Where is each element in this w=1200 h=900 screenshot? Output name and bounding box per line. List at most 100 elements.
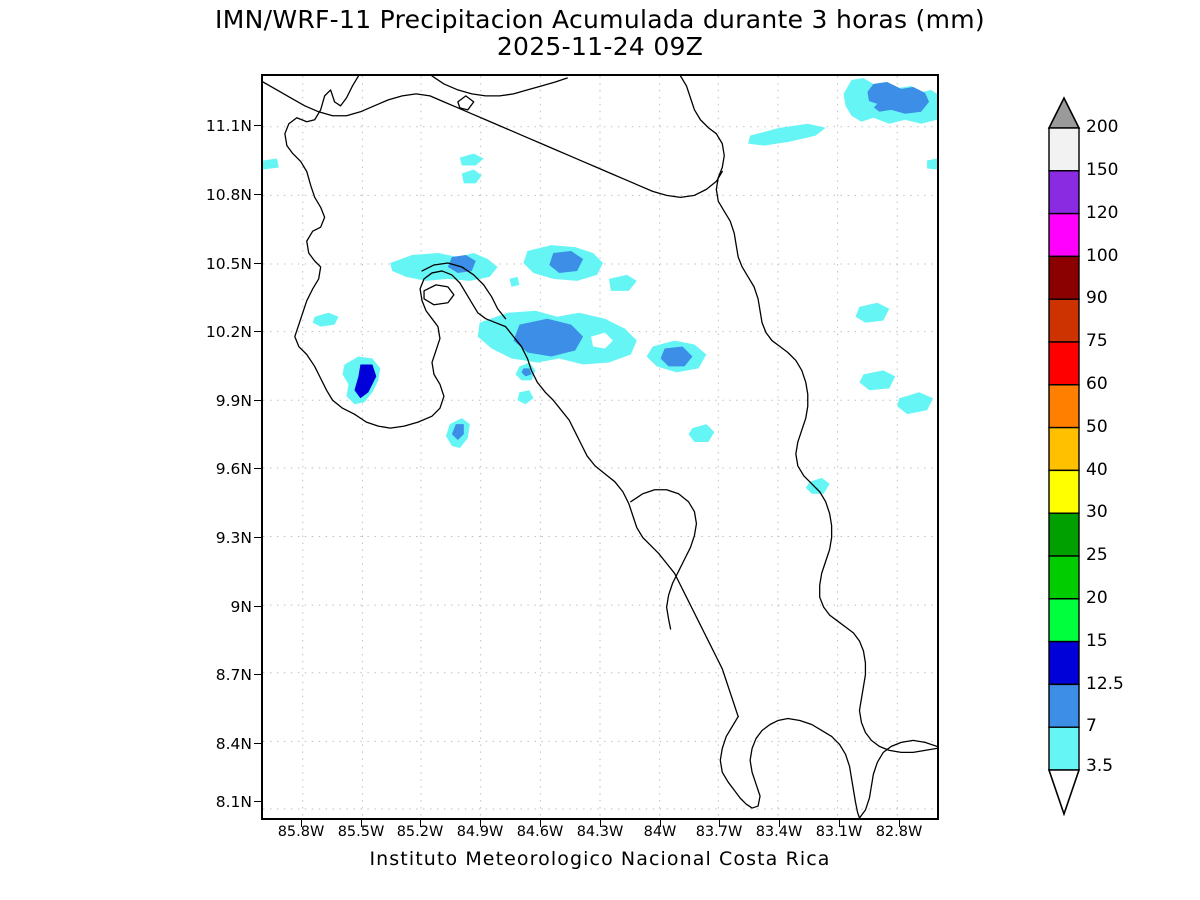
lake-nicaragua-edge xyxy=(431,76,568,97)
y-tick-mark xyxy=(254,537,262,538)
x-tick-mark xyxy=(719,820,720,827)
x-tick-label: 84.6W xyxy=(516,824,564,840)
border-north xyxy=(263,81,723,198)
y-tick-mark xyxy=(254,125,262,126)
x-tick-mark xyxy=(839,820,840,827)
coastline-caribbean xyxy=(679,76,937,754)
colorbar-band xyxy=(1048,598,1080,643)
precip-patch xyxy=(390,253,498,281)
y-tick-mark xyxy=(254,331,262,332)
precip-patch xyxy=(461,169,482,184)
precip-patch xyxy=(513,318,584,357)
y-tick-label: 8.4N xyxy=(215,735,252,753)
colorbar-tick-label: 30 xyxy=(1086,502,1108,522)
precip-patch xyxy=(927,158,937,170)
x-tick-mark xyxy=(480,820,481,827)
x-tick-label: 83.7W xyxy=(695,824,743,840)
precip-patch xyxy=(509,276,520,287)
x-tick-label: 83.4W xyxy=(755,824,803,840)
colorbar-band xyxy=(1048,341,1080,386)
precip-patch xyxy=(549,251,584,273)
x-tick-label: 84.9W xyxy=(456,824,504,840)
coastline-osa xyxy=(719,715,861,818)
gridlines xyxy=(263,76,937,818)
colorbar-extend-low xyxy=(1047,769,1081,817)
coastline-pacific-north xyxy=(284,76,360,415)
colorbar-canvas xyxy=(1047,96,1081,817)
colorbar-tick-label: 3.5 xyxy=(1086,756,1114,776)
precipitation-contours xyxy=(263,77,937,494)
precip-patch xyxy=(855,302,890,323)
precip-patch xyxy=(849,99,878,114)
y-tick-label: 11.1N xyxy=(205,117,252,135)
precip-patch xyxy=(867,81,930,114)
colorbar-band xyxy=(1048,683,1080,728)
y-tick-label: 8.7N xyxy=(215,666,252,684)
colorbar-tick-label: 150 xyxy=(1086,160,1119,180)
chart-title-block: IMN/WRF-11 Precipitacion Acumulada duran… xyxy=(0,6,1200,60)
y-tick-label: 10.8N xyxy=(205,186,252,204)
x-tick-mark xyxy=(301,820,302,827)
colorbar-tick-label: 200 xyxy=(1086,117,1119,137)
x-tick-label: 83.1W xyxy=(815,824,863,840)
colorbar-tick-label: 120 xyxy=(1086,203,1119,223)
y-tick-label: 10.5N xyxy=(205,255,252,273)
y-tick-label: 9.3N xyxy=(215,529,252,547)
precip-patch xyxy=(459,153,484,166)
colorbar-band xyxy=(1048,255,1080,300)
colorbar-legend[interactable] xyxy=(1046,96,1086,817)
interior-boundary xyxy=(421,262,507,320)
y-tick-mark xyxy=(254,801,262,802)
precip-patch xyxy=(312,312,339,327)
colorbar-band xyxy=(1048,426,1080,472)
colorbar-tick-label: 25 xyxy=(1086,545,1108,565)
precip-patch xyxy=(517,390,534,405)
x-tick-mark xyxy=(660,820,661,827)
precip-patch xyxy=(748,123,826,146)
x-tick-label: 85.2W xyxy=(396,824,444,840)
y-tick-mark xyxy=(254,606,262,607)
page-subtitle: 2025-11-24 09Z xyxy=(496,32,704,61)
colorbar-band xyxy=(1048,555,1080,600)
y-tick-mark xyxy=(254,194,262,195)
x-tick-mark xyxy=(899,820,900,827)
y-tick-label: 9.9N xyxy=(215,392,252,410)
precip-patch xyxy=(591,332,613,349)
y-tick-mark xyxy=(254,674,262,675)
colorbar-tick-label: 100 xyxy=(1086,246,1119,266)
colorbar-tick-label: 40 xyxy=(1086,460,1108,480)
colorbar-tick-label: 50 xyxy=(1086,417,1108,437)
colorbar-tick-label: 90 xyxy=(1086,288,1108,308)
precip-patch xyxy=(447,255,476,273)
page-title: IMN/WRF-11 Precipitacion Acumulada duran… xyxy=(215,5,985,34)
y-tick-mark xyxy=(254,468,262,469)
precip-patch xyxy=(859,370,896,391)
coastline-nicoya xyxy=(353,270,507,429)
colorbar-band xyxy=(1048,298,1080,343)
x-tick-mark xyxy=(779,820,780,827)
x-tick-label: 84.3W xyxy=(576,824,624,840)
y-tick-mark xyxy=(254,263,262,264)
colorbar-tick-label: 75 xyxy=(1086,331,1108,351)
y-tick-label: 8.1N xyxy=(215,793,252,811)
coastline-pacific-central xyxy=(504,326,739,718)
colorbar-band xyxy=(1048,726,1080,771)
colorbar-band xyxy=(1048,212,1080,258)
coastline-panama-pacific xyxy=(858,739,937,818)
precip-patch xyxy=(263,158,279,170)
x-tick-mark xyxy=(600,820,601,827)
precip-patch xyxy=(805,477,830,494)
precip-patch xyxy=(608,274,637,291)
map-plot-area[interactable] xyxy=(261,74,939,820)
precip-patch xyxy=(688,424,715,443)
y-tick-mark xyxy=(254,400,262,401)
precip-patch xyxy=(354,364,377,399)
precip-patch xyxy=(660,346,693,367)
colorbar-band xyxy=(1048,127,1080,172)
island-outline xyxy=(457,95,475,111)
y-tick-label: 9.6N xyxy=(215,460,252,478)
precip-patch xyxy=(897,392,934,415)
x-tick-mark xyxy=(361,820,362,827)
x-tick-label: 82.8W xyxy=(875,824,923,840)
x-tick-label: 85.5W xyxy=(337,824,385,840)
